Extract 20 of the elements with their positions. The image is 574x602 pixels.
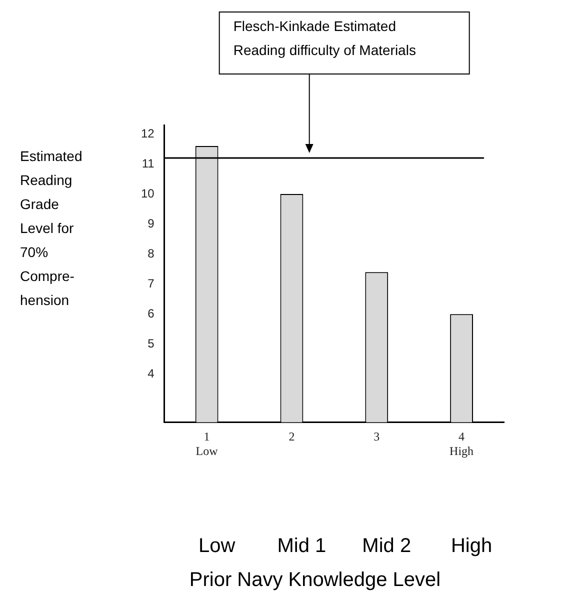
ref-line-label: Flesch-Kinkade Estimated Reading difficulty of Materials [233, 18, 416, 58]
y-tick-label: 12 [140, 126, 155, 140]
text: Mid 2 [362, 535, 412, 557]
x-tick-label: 2 [288, 430, 295, 444]
y-axis-title: Estimated Reading Grade Level for 70% Compre-hension [20, 148, 82, 308]
y-tick-label: 5 [148, 336, 155, 350]
x-tick-label: 4 High [450, 430, 474, 458]
y-tick-label: 11 [142, 156, 155, 170]
y-tick-label: 6 [148, 306, 155, 320]
text: High [450, 535, 492, 557]
text: Mid 1 [277, 535, 326, 557]
text: Low [198, 535, 236, 557]
y-tick-label: 8 [148, 246, 155, 260]
y-tick-label: 7 [148, 276, 155, 290]
y-tick-label: 9 [148, 216, 155, 230]
y-tick-label: 4 [148, 366, 155, 380]
text: Prior Navy Knowledge Level [189, 569, 441, 591]
y-tick-label: 10 [140, 186, 155, 200]
x-tick-label: 3 [374, 430, 380, 444]
x-tick-label: 1 Low [196, 430, 218, 458]
